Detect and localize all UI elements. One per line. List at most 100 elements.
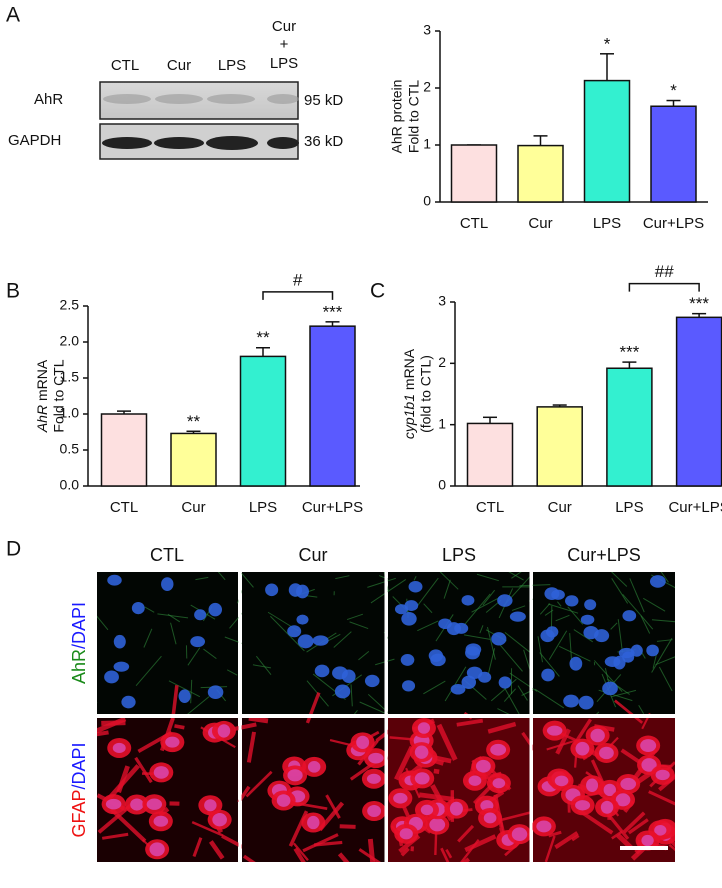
significance: *	[604, 34, 611, 53]
nucleus	[104, 670, 119, 684]
process	[456, 718, 484, 727]
x-tick-label: Cur	[548, 499, 572, 516]
process	[402, 806, 410, 818]
nucleus	[536, 820, 552, 833]
process	[554, 831, 579, 850]
nucleus	[131, 601, 145, 615]
column-label: Cur+LPS	[567, 545, 641, 565]
nucleus	[590, 728, 605, 743]
process	[313, 840, 343, 847]
bar	[170, 432, 217, 487]
process	[203, 648, 217, 660]
process	[548, 630, 568, 660]
nucleus	[408, 580, 423, 593]
text-part: mRNA	[34, 359, 50, 405]
process	[190, 679, 193, 704]
process	[558, 645, 591, 662]
nucleus	[490, 743, 507, 756]
nucleus	[438, 618, 452, 630]
nucleus	[584, 599, 597, 611]
nucleus	[465, 646, 481, 660]
nucleus	[153, 815, 169, 827]
process	[349, 621, 369, 630]
nucleus	[641, 758, 657, 772]
y-tick-label: 2	[438, 354, 446, 370]
process	[394, 745, 415, 781]
x-tick-label: CTL	[460, 215, 488, 232]
nucleus	[483, 812, 497, 824]
process	[651, 637, 673, 673]
nucleus	[454, 622, 469, 634]
nucleus	[509, 611, 526, 622]
process	[499, 644, 523, 672]
nucleus	[498, 676, 512, 689]
significance: ***	[689, 294, 709, 313]
process	[606, 678, 630, 695]
process	[302, 833, 339, 853]
process	[270, 615, 305, 652]
nucleus	[399, 828, 413, 840]
nucleus	[575, 800, 591, 811]
image-grid	[97, 572, 675, 862]
process	[367, 838, 376, 862]
process	[252, 664, 272, 669]
nucleus	[578, 695, 594, 710]
bar	[517, 144, 564, 203]
process	[444, 666, 467, 702]
process	[335, 575, 350, 580]
process	[504, 631, 531, 654]
nucleus	[497, 594, 513, 607]
process	[440, 847, 450, 862]
nucleus	[541, 668, 555, 682]
bar	[309, 325, 356, 487]
process	[293, 847, 306, 862]
nucleus	[288, 583, 303, 597]
nucleus	[105, 798, 122, 810]
nucleus	[622, 610, 637, 622]
significance: **	[256, 328, 270, 347]
nucleus	[307, 761, 321, 773]
panel-letter: A	[6, 4, 20, 27]
significance: ***	[619, 343, 639, 362]
nucleus	[364, 674, 380, 688]
nucleus	[401, 680, 416, 692]
y-tick-label: 0.5	[60, 441, 80, 457]
process	[248, 715, 269, 724]
process	[436, 723, 458, 761]
nucleus	[165, 736, 180, 748]
nucleus	[613, 655, 626, 670]
nucleus	[332, 666, 348, 680]
nucleus	[113, 634, 126, 649]
panel-letter: D	[6, 538, 21, 561]
nucleus	[404, 600, 419, 611]
nucleus	[655, 769, 670, 781]
bands	[103, 94, 299, 104]
lane-label: LPS	[270, 55, 298, 72]
process	[486, 626, 496, 660]
process	[629, 578, 645, 613]
y-tick-label: 1	[423, 136, 431, 152]
y-tick-label: 0	[438, 477, 446, 493]
nucleus	[492, 778, 506, 789]
process	[359, 701, 389, 716]
nucleus	[217, 724, 231, 738]
process	[548, 603, 579, 614]
process	[325, 794, 341, 819]
process	[655, 656, 675, 666]
process	[476, 573, 499, 582]
x-tick-label: Cur+LPS	[643, 215, 704, 232]
process	[97, 716, 127, 734]
bracket-label: #	[293, 270, 303, 289]
nucleus	[130, 798, 144, 811]
process	[350, 684, 353, 707]
process	[503, 688, 517, 702]
process	[433, 768, 440, 774]
process	[187, 647, 201, 666]
nucleus	[580, 614, 595, 625]
process	[245, 770, 273, 798]
process	[643, 597, 666, 612]
nucleus	[194, 609, 207, 621]
nucleus	[212, 813, 227, 827]
nucleus	[400, 653, 415, 666]
